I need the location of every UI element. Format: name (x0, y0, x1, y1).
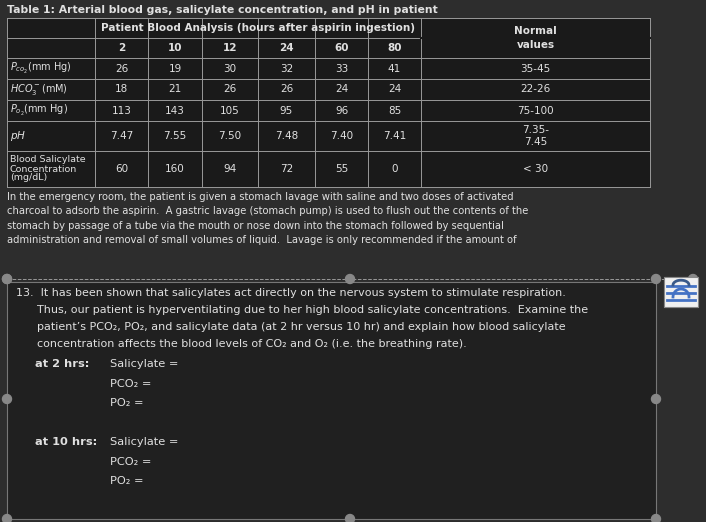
Text: 113: 113 (112, 105, 131, 115)
Circle shape (345, 275, 354, 283)
Text: 160: 160 (165, 164, 185, 174)
Text: 22-26: 22-26 (520, 85, 551, 94)
Text: Salicylate =: Salicylate = (110, 437, 179, 447)
Text: 94: 94 (223, 164, 237, 174)
Text: 19: 19 (168, 64, 181, 74)
Text: 24: 24 (335, 85, 348, 94)
Text: 21: 21 (168, 85, 181, 94)
Text: 7.48: 7.48 (275, 131, 298, 141)
Bar (7, 282, 656, 519)
Text: 26: 26 (280, 85, 293, 94)
Text: Normal
values: Normal values (514, 27, 557, 50)
Text: 24: 24 (388, 85, 401, 94)
Text: 105: 105 (220, 105, 240, 115)
Text: 7.35-
7.45: 7.35- 7.45 (522, 125, 549, 147)
Text: at 10 hrs:: at 10 hrs: (35, 437, 97, 447)
Text: 55: 55 (335, 164, 348, 174)
Bar (664, 277, 698, 307)
Text: Concentration: Concentration (10, 164, 77, 173)
Text: (mg/dL): (mg/dL) (10, 173, 47, 183)
Text: 80: 80 (388, 43, 402, 53)
Text: 72: 72 (280, 164, 293, 174)
Text: 143: 143 (165, 105, 185, 115)
Text: Table 1: Arterial blood gas, salicylate concentration, and pH in patient: Table 1: Arterial blood gas, salicylate … (7, 5, 438, 15)
Text: patient’s PCO₂, PO₂, and salicylate data (at 2 hr versus 10 hr) and explain how : patient’s PCO₂, PO₂, and salicylate data… (16, 322, 566, 332)
Bar (7, 18, 650, 187)
Text: 7.40: 7.40 (330, 131, 353, 141)
Text: Salicylate =: Salicylate = (110, 359, 179, 369)
Circle shape (3, 515, 11, 522)
Text: 30: 30 (223, 64, 237, 74)
Text: $pH$: $pH$ (10, 129, 26, 143)
Text: 10: 10 (168, 43, 182, 53)
Text: 24: 24 (279, 43, 294, 53)
Text: PO₂ =: PO₂ = (110, 398, 143, 408)
Circle shape (652, 275, 661, 283)
Text: 7.50: 7.50 (218, 131, 241, 141)
Text: at 2 hrs:: at 2 hrs: (35, 359, 90, 369)
Circle shape (3, 395, 11, 404)
Text: Blood Salicylate: Blood Salicylate (10, 156, 85, 164)
Text: 12: 12 (223, 43, 237, 53)
Text: 7.41: 7.41 (383, 131, 406, 141)
Text: $HCO_3^-$(mM): $HCO_3^-$(mM) (10, 82, 68, 97)
Text: 0: 0 (391, 164, 397, 174)
Text: Patient Blood Analysis (hours after aspirin ingestion): Patient Blood Analysis (hours after aspi… (101, 23, 415, 33)
Text: Thus, our patient is hyperventilating due to her high blood salicylate concentra: Thus, our patient is hyperventilating du… (16, 305, 588, 315)
Text: 2: 2 (118, 43, 125, 53)
Text: concentration affects the blood levels of CO₂ and O₂ (i.e. the breathing rate).: concentration affects the blood levels o… (16, 339, 467, 349)
Text: PCO₂ =: PCO₂ = (110, 379, 151, 389)
Text: 75-100: 75-100 (517, 105, 554, 115)
Text: 33: 33 (335, 64, 348, 74)
Circle shape (345, 515, 354, 522)
Circle shape (3, 275, 11, 283)
Text: 13.  It has been shown that salicylates act directly on the nervous system to st: 13. It has been shown that salicylates a… (16, 288, 566, 298)
Bar (664, 277, 698, 307)
Circle shape (3, 275, 11, 283)
Circle shape (652, 515, 661, 522)
Text: 60: 60 (334, 43, 349, 53)
Text: PCO₂ =: PCO₂ = (110, 457, 151, 467)
Text: $P_{co_2}$(mm Hg): $P_{co_2}$(mm Hg) (10, 61, 72, 76)
Text: 85: 85 (388, 105, 401, 115)
Text: 7.55: 7.55 (163, 131, 186, 141)
Text: 96: 96 (335, 105, 348, 115)
Text: 41: 41 (388, 64, 401, 74)
Circle shape (688, 275, 698, 283)
Circle shape (652, 395, 661, 404)
Text: 35-45: 35-45 (520, 64, 551, 74)
Text: 18: 18 (115, 85, 128, 94)
Text: 95: 95 (280, 105, 293, 115)
Text: < 30: < 30 (523, 164, 548, 174)
Text: PO₂ =: PO₂ = (110, 476, 143, 486)
Text: $P_{o_2}$(mm Hg): $P_{o_2}$(mm Hg) (10, 103, 68, 118)
Text: 26: 26 (115, 64, 128, 74)
Text: 32: 32 (280, 64, 293, 74)
Text: 7.47: 7.47 (110, 131, 133, 141)
Text: In the emergency room, the patient is given a stomach lavage with saline and two: In the emergency room, the patient is gi… (7, 192, 528, 245)
Text: 26: 26 (223, 85, 237, 94)
Text: 60: 60 (115, 164, 128, 174)
